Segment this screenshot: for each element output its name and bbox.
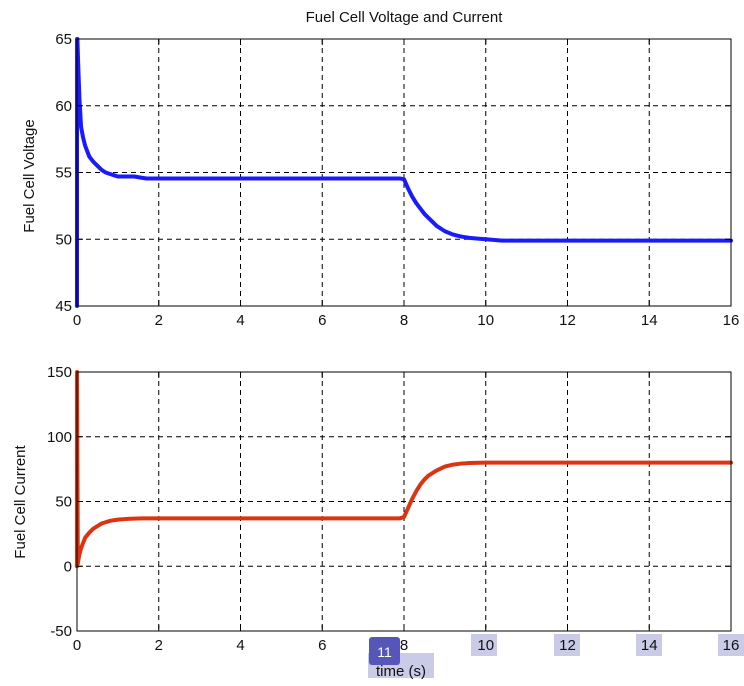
- x-tick-label: 0: [73, 637, 81, 654]
- y-tick-label: 60: [55, 98, 72, 115]
- y-tick-label: 55: [55, 165, 72, 182]
- x-tick-label: 0: [73, 312, 81, 329]
- x-tick-label: 6: [318, 637, 326, 654]
- y-tick-label: 150: [47, 364, 72, 381]
- y-tick-label: 65: [55, 31, 72, 48]
- y-tick-label: 45: [55, 298, 72, 315]
- x-tick-label: 4: [236, 312, 244, 329]
- grid: [77, 372, 731, 631]
- x-tick-label: 2: [155, 312, 163, 329]
- y-tick-label: -50: [50, 623, 72, 640]
- x-tick-label: 16: [723, 312, 740, 329]
- x-tick-label: 8: [400, 312, 408, 329]
- y-axis-label: Fuel Cell Current: [12, 444, 29, 558]
- x-tick-label: 10: [477, 637, 494, 654]
- tick-highlights: [368, 634, 744, 678]
- y-tick-label: 100: [47, 429, 72, 446]
- badge-label: 11: [377, 644, 392, 660]
- x-tick-label: 10: [477, 312, 494, 329]
- x-tick-label: 8: [400, 637, 408, 654]
- y-tick-label: 50: [55, 231, 72, 248]
- series-group: [75, 370, 733, 569]
- series-line: [75, 370, 733, 569]
- x-tick-label: 14: [641, 637, 658, 654]
- x-tick-label: 14: [641, 312, 658, 329]
- y-tick-label: 0: [64, 558, 72, 575]
- x-axis-label: time (s): [376, 663, 426, 680]
- ticks: 0 2 4 6 8 10 12 14 16 45 50 55 60 65: [55, 31, 739, 329]
- y-axis-label: Fuel Cell Voltage: [21, 119, 38, 232]
- annotation-badge: 11: [369, 637, 400, 665]
- x-tick-label: 12: [559, 312, 576, 329]
- y-tick-label: 50: [55, 494, 72, 511]
- current-chart: Fuel Cell Current 0 2 4 6 8 10 12 14 16-50050100…: [12, 364, 739, 680]
- series-line: [75, 37, 733, 308]
- x-tick-label: 4: [236, 637, 244, 654]
- x-tick-label: 16: [723, 637, 740, 654]
- chart-title: Fuel Cell Voltage and Current: [306, 9, 504, 26]
- series-group: [75, 37, 733, 308]
- x-tick-label: 6: [318, 312, 326, 329]
- x-tick-label: 12: [559, 637, 576, 654]
- x-tick-label: 2: [155, 637, 163, 654]
- voltage-chart: Fuel Cell Voltage and Current Fuel Cell …: [21, 9, 739, 329]
